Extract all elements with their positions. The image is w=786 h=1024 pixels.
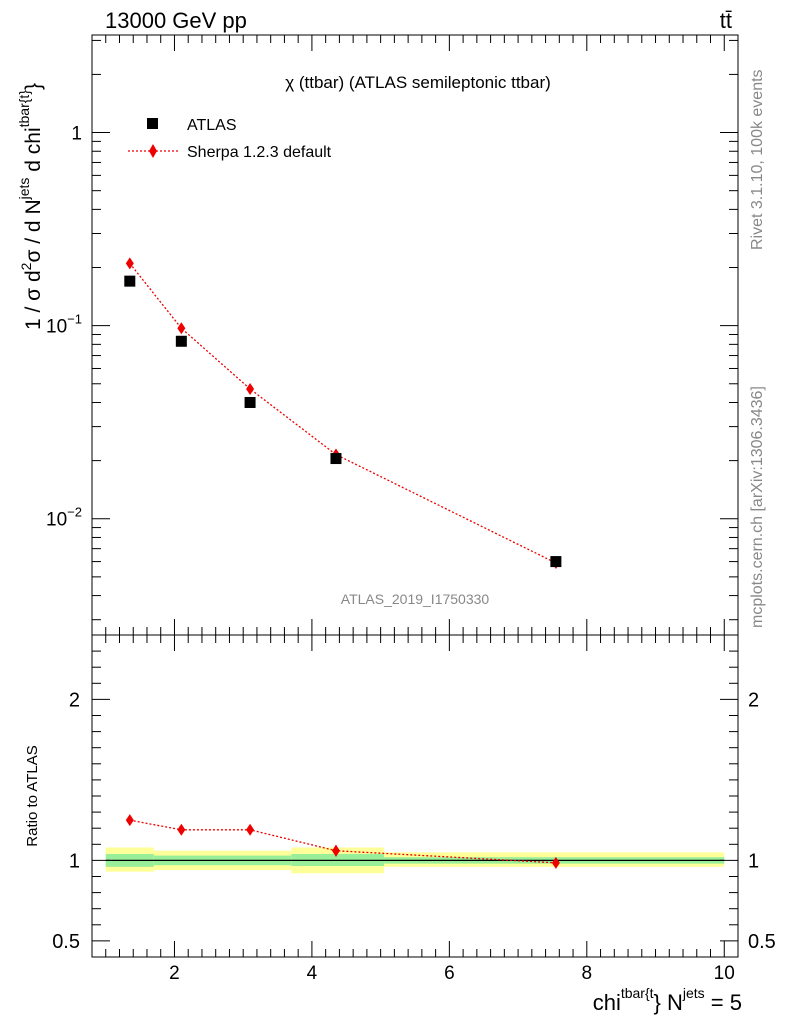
legend: ATLAS Sherpa 1.2.3 default bbox=[128, 117, 332, 161]
ytick-exp: −1 bbox=[67, 312, 82, 327]
main-ticks bbox=[92, 35, 738, 635]
main-title: χ (ttbar) (ATLAS semileptonic ttbar) bbox=[285, 73, 551, 92]
atlas-point bbox=[550, 556, 562, 568]
ratio-ticks bbox=[92, 634, 738, 958]
ratio-xtick-labels: 2 4 6 8 10 bbox=[169, 963, 735, 984]
rivet-label: Rivet 3.1.10, 100k events bbox=[749, 69, 766, 250]
ratio-xtick-label: 2 bbox=[169, 963, 180, 984]
ratio-point bbox=[125, 814, 134, 827]
sherpa-point bbox=[125, 257, 134, 270]
ytick-exp: −2 bbox=[67, 505, 82, 520]
ratio-xlabel: chitbar{t} Njets = 5 bbox=[593, 985, 742, 1015]
main-ytick-label: 10−1 bbox=[46, 312, 82, 338]
ratio-xtick-label: 6 bbox=[444, 963, 455, 984]
ylabel-sup3: tbar{t} bbox=[16, 90, 32, 128]
sherpa-point bbox=[246, 382, 255, 395]
atlas-point bbox=[244, 396, 256, 408]
ylabel-suffix: } bbox=[22, 83, 45, 90]
ytick-base: 10 bbox=[46, 317, 67, 338]
collision-label: 13000 GeV pp bbox=[105, 8, 247, 33]
atlas-point bbox=[330, 453, 342, 465]
ylabel-prefix: 1 / σ d bbox=[22, 270, 45, 330]
ylabel-mid2: d chi bbox=[22, 127, 45, 177]
ratio-ytick-label: 1 bbox=[69, 850, 80, 872]
analysis-watermark: ATLAS_2019_I1750330 bbox=[341, 591, 490, 607]
atlas-point bbox=[124, 275, 136, 287]
sherpa-point bbox=[177, 322, 186, 335]
ratio-xtick-label: 4 bbox=[307, 963, 318, 984]
ratio-point bbox=[246, 823, 255, 836]
ratio-xtick-label: 8 bbox=[582, 963, 593, 984]
legend-mc-marker bbox=[149, 144, 157, 158]
series-atlas bbox=[124, 275, 562, 568]
process-label: tt̄ bbox=[720, 8, 732, 33]
xlabel-sup2: jets bbox=[682, 985, 705, 1001]
ratio-point bbox=[177, 823, 186, 836]
atlas-point bbox=[175, 335, 187, 347]
xlabel-mid: } N bbox=[654, 990, 683, 1015]
ratio-ylabel: Ratio to ATLAS bbox=[24, 745, 41, 846]
sherpa-line bbox=[129, 263, 557, 564]
series-sherpa bbox=[125, 257, 560, 569]
ratio-xtick-label: 10 bbox=[714, 963, 735, 984]
ratio-ytick-label-right: 1 bbox=[748, 850, 759, 872]
main-ylabel: 1 / σ d2σ / d Njets d chitbar{t}} bbox=[16, 83, 45, 330]
ratio-point bbox=[551, 856, 560, 869]
ytick-base: 1 bbox=[71, 124, 82, 145]
legend-mc-label: Sherpa 1.2.3 default bbox=[187, 144, 332, 161]
ratio-series-sherpa bbox=[125, 814, 560, 869]
ylabel-sup2: jets bbox=[16, 178, 32, 201]
main-ytick-label: 1 bbox=[71, 124, 82, 145]
xlabel-base: chi bbox=[593, 990, 621, 1015]
ratio-panel: 0.5 0.5 1 1 2 2 2 4 6 8 10 Ratio to ATLAS chitbar… bbox=[24, 634, 776, 1015]
main-ytick-label: 10−2 bbox=[46, 505, 82, 531]
legend-atlas-label: ATLAS bbox=[187, 117, 237, 134]
ratio-ytick-label-right: 0.5 bbox=[748, 931, 776, 953]
ratio-ytick-label-right: 2 bbox=[748, 689, 759, 711]
ratio-point bbox=[331, 844, 340, 857]
source-label: mcplots.cern.ch [arXiv:1306.3436] bbox=[749, 386, 766, 628]
ylabel-mid1: σ / d N bbox=[22, 199, 45, 262]
legend-atlas-marker bbox=[147, 118, 158, 129]
ylabel-sup1: 2 bbox=[18, 262, 34, 270]
ratio-frame bbox=[91, 634, 739, 958]
xlabel-sup1: tbar{t bbox=[621, 985, 654, 1001]
ratio-ytick-labels: 0.5 0.5 1 1 2 2 bbox=[52, 689, 776, 953]
main-panel: 110−110−2 χ (ttbar) (ATLAS semileptonic … bbox=[16, 34, 739, 636]
xlabel-suffix: = 5 bbox=[705, 990, 742, 1015]
ratio-ytick-label: 0.5 bbox=[52, 931, 80, 953]
ytick-base: 10 bbox=[46, 510, 67, 531]
ratio-ytick-label: 2 bbox=[69, 689, 80, 711]
main-ytick-labels: 110−110−2 bbox=[46, 124, 82, 531]
